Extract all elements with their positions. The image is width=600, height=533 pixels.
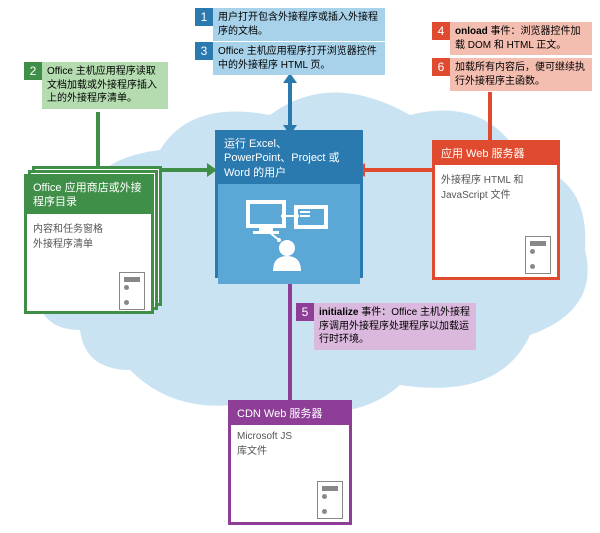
server-icon [119, 272, 145, 310]
bottom-body: Microsoft JS 库文件 [231, 425, 349, 525]
green-arrow-v [96, 112, 100, 171]
bottom-title: CDN Web 服务器 [231, 403, 349, 425]
left-body: 内容和任务窗格 外接程序清单 [27, 214, 151, 316]
right-body: 外接程序 HTML 和 JavaScript 文件 [435, 165, 557, 280]
purple-arrow [288, 278, 292, 408]
note-1: 1 用户打开包含外接程序或插入外接程序的文档。 [195, 8, 385, 41]
note-5: 5 initialize 事件：Office 主机外接程序调用外接程序处理程序以… [296, 303, 476, 350]
note-2: 2 Office 主机应用程序读取文档加载或外接程序插入上的外接程序清单。 [24, 62, 168, 109]
note-4: 4 onload 事件：浏览器控件加载 DOM 和 HTML 正文。 [432, 22, 592, 55]
blue-arrow [288, 80, 292, 128]
red-arrow-v [488, 92, 492, 142]
center-title: 运行 Excel、PowerPoint、Project 或 Word 的用户 [218, 133, 360, 184]
left-box: Office 应用商店或外接程序目录 内容和任务窗格 外接程序清单 [24, 174, 154, 314]
bottom-box: CDN Web 服务器 Microsoft JS 库文件 [228, 400, 352, 525]
center-box: 运行 Excel、PowerPoint、Project 或 Word 的用户 [215, 130, 363, 278]
right-title: 应用 Web 服务器 [435, 143, 557, 165]
right-box: 应用 Web 服务器 外接程序 HTML 和 JavaScript 文件 [432, 140, 560, 280]
server-icon [317, 481, 343, 519]
note-3: 3 Office 主机应用程序打开浏览器控件中的外接程序 HTML 页。 [195, 42, 385, 75]
user-computer-icon [239, 196, 339, 271]
note-6: 6 加载所有内容后，便可继续执行外接程序主函数。 [432, 58, 592, 91]
server-icon [525, 236, 551, 274]
left-title: Office 应用商店或外接程序目录 [27, 177, 151, 214]
